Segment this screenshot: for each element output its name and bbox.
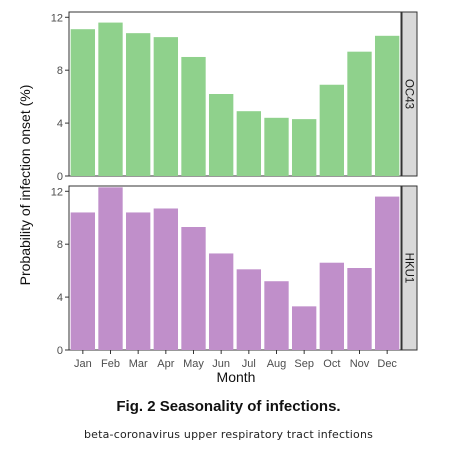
y-tick-label: 4 (57, 118, 63, 130)
bar-oc43-jul (236, 111, 262, 176)
bar-oc43-may (181, 56, 206, 176)
facet-label-hku1: HKU1 (403, 253, 415, 284)
bar-oc43-jan (70, 29, 96, 177)
panel-frame (68, 185, 402, 351)
x-tick-label-sep: Sep (294, 358, 314, 370)
bar-hku1-apr (153, 208, 179, 350)
y-tick-label: 4 (57, 292, 63, 304)
figure-caption-title: Fig. 2 Seasonality of infections. (116, 398, 341, 415)
panel-frame (68, 11, 402, 177)
y-axis-title: Probability of infection onset (%) (17, 85, 33, 286)
x-tick-label-jan: Jan (74, 358, 92, 370)
bar-oc43-aug (264, 117, 289, 176)
bar-oc43-sep (291, 119, 317, 176)
bar-hku1-dec (374, 196, 400, 350)
x-tick-label-oct: Oct (323, 358, 340, 370)
bar-oc43-mar (125, 33, 151, 177)
bar-oc43-jun (208, 94, 234, 176)
x-tick-label-nov: Nov (350, 358, 370, 370)
y-tick-label: 12 (51, 12, 63, 24)
faceted-bar-chart: Probability of infection onset (%) Month… (17, 11, 418, 385)
bar-hku1-may (181, 227, 206, 350)
bar-hku1-mar (125, 212, 151, 350)
panel-oc43: 0 4 8 12 OC43 (51, 11, 418, 183)
bar-hku1-jul (236, 269, 262, 350)
y-tick-label: 8 (57, 65, 63, 77)
x-tick-label-mar: Mar (129, 358, 148, 370)
bar-oc43-nov (347, 51, 372, 177)
x-tick-label-apr: Apr (157, 358, 174, 370)
bar-oc43-dec (374, 35, 400, 176)
figure-caption-subtitle: beta-coronavirus upper respiratory tract… (83, 428, 374, 441)
bar-hku1-jan (70, 212, 96, 350)
bar-hku1-oct (319, 262, 345, 350)
facet-strip-hku1 (401, 185, 418, 351)
bar-oc43-feb (98, 22, 123, 177)
facet-label-oc43: OC43 (403, 79, 415, 109)
y-tick-label: 8 (57, 239, 63, 251)
facet-strip-oc43 (401, 11, 418, 177)
bar-hku1-jun (208, 253, 234, 350)
x-tick-label-jul: Jul (242, 358, 256, 370)
x-tick-label-jun: Jun (212, 358, 230, 370)
y-tick-label: 0 (57, 345, 63, 357)
x-tick-label-feb: Feb (101, 358, 120, 370)
panel-hku1: 0 4 8 12 HKU1 (51, 185, 418, 357)
bar-oc43-apr (153, 37, 179, 177)
bar-hku1-feb (98, 187, 123, 350)
x-tick-label-dec: Dec (377, 358, 397, 370)
bar-oc43-oct (319, 84, 345, 176)
y-tick-label: 12 (51, 186, 63, 198)
x-tick-label-may: May (183, 358, 204, 370)
x-tick-label-aug: Aug (267, 358, 287, 370)
y-tick-label: 0 (57, 171, 63, 183)
x-axis-ticks: Jan Feb Mar Apr May Jun Jul Aug Sep Oct Nov Dec (74, 350, 397, 370)
chart-panels: 0 4 8 12 OC43 0 4 8 12 HKU1 (51, 11, 418, 357)
bar-hku1-aug (264, 281, 289, 350)
bar-hku1-nov (347, 268, 372, 350)
bar-hku1-sep (291, 306, 317, 350)
x-axis-title: Month (217, 369, 256, 385)
